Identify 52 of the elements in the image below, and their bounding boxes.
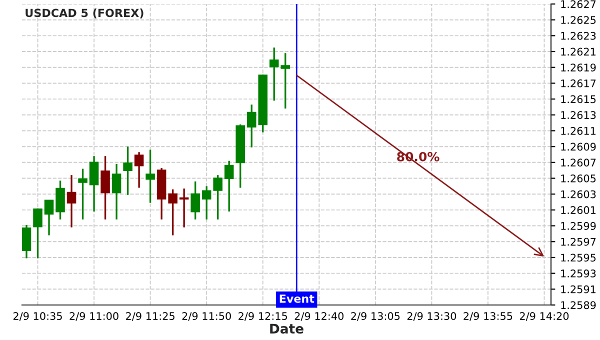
candlestick [190,180,200,220]
y-tick-label: 1.2601 [561,206,596,214]
y-tick-label: 1.2615 [561,95,596,104]
x-tick-label: 2/9 13:55 [464,312,512,321]
y-tick-label: 1.2613 [561,111,596,119]
y-tick-label: 1.2603 [561,190,596,198]
x-axis-title: Date [270,324,304,334]
y-tick-label: 1.2605 [561,174,596,182]
y-tick-label: 1.2609 [561,142,596,151]
candlestick [246,104,256,148]
y-tick-label: 1.2617 [561,79,596,88]
candlestick [33,208,42,260]
candlestick [78,168,88,220]
candlestick [179,188,189,228]
y-tick-label: 1.2599 [561,222,596,230]
y-tick-label: 1.2621 [561,48,596,56]
x-tick-label: 2/9 10:35 [13,312,62,321]
y-tick-label: 1.2589 [561,301,596,310]
y-tick-label: 1.2625 [561,16,596,24]
candlestick [22,224,32,260]
y-tick-label: 1.2611 [561,126,596,135]
x-tick-label: 2/9 13:30 [407,312,456,321]
candlestick [224,160,234,212]
candlestick [146,148,155,204]
y-tick-label: 1.2607 [561,158,596,167]
y-tick-label: 1.2595 [561,254,596,262]
candlestick [56,180,65,220]
candlestick [89,155,99,212]
candlestick [66,174,76,228]
y-tick-label: 1.2627 [561,0,596,8]
candlestick [134,151,144,189]
y-tick-label: 1.2591 [561,285,596,294]
x-tick-label: 2/9 12:15 [238,312,287,321]
x-tick-label: 2/9 12:40 [294,312,344,321]
candlestick [112,163,122,220]
candlestick [123,146,132,196]
x-tick-label: 2/9 11:25 [126,312,174,321]
y-tick-label: 1.2619 [561,64,596,72]
x-tick-label: 2/9 11:00 [70,312,118,321]
x-tick-label: 2/9 14:20 [520,312,569,321]
candlestick [168,188,178,236]
chart-title: USDCAD 5 (FOREX) [26,8,144,18]
y-tick-label: 1.2623 [561,32,596,40]
x-tick-label: 2/9 11:50 [182,312,231,321]
y-tick-label: 1.2597 [561,238,596,246]
x-tick-label: 2/9 13:05 [351,312,400,321]
candlestick [202,185,212,220]
ref-line-label: Event [280,294,314,303]
candlestick [100,155,110,220]
candlestick [44,200,54,236]
candlestick [213,174,222,220]
y-tick-label: 1.2593 [561,270,596,278]
